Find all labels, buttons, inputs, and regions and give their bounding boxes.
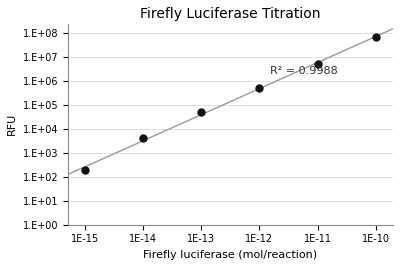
Point xyxy=(372,35,379,39)
Y-axis label: RFU: RFU xyxy=(7,113,17,135)
Point xyxy=(256,86,263,90)
Point xyxy=(314,62,321,66)
X-axis label: Firefly luciferase (mol/reaction): Firefly luciferase (mol/reaction) xyxy=(143,250,318,260)
Point xyxy=(198,110,205,114)
Title: Firefly Luciferase Titration: Firefly Luciferase Titration xyxy=(140,7,321,21)
Point xyxy=(82,167,88,172)
Point xyxy=(140,136,146,141)
Text: R² = 0.9988: R² = 0.9988 xyxy=(270,66,338,76)
